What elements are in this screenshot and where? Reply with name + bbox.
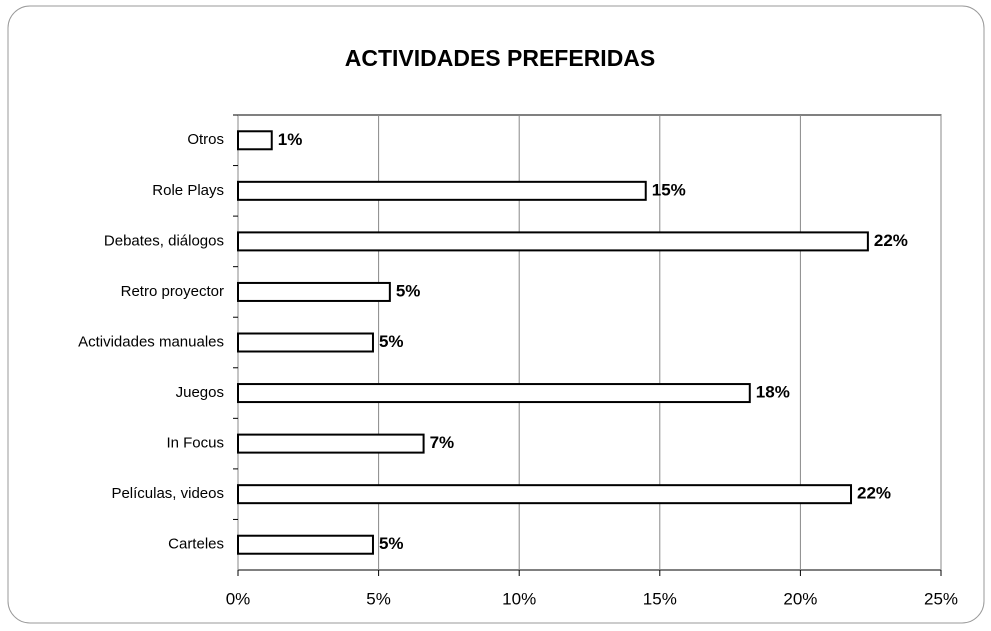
y-tick-label: Películas, videos bbox=[111, 485, 224, 502]
bar bbox=[237, 281, 391, 302]
data-label: 5% bbox=[396, 281, 421, 300]
bar bbox=[237, 332, 374, 353]
y-tick-label: Actividades manuales bbox=[78, 333, 224, 350]
data-label: 22% bbox=[874, 231, 908, 250]
data-label: 15% bbox=[652, 180, 686, 199]
bar bbox=[237, 534, 374, 555]
chart-title: ACTIVIDADES PREFERIDAS bbox=[345, 45, 656, 71]
x-tick-label: 0% bbox=[226, 589, 251, 608]
data-label: 1% bbox=[278, 130, 303, 149]
y-tick-label: Juegos bbox=[176, 384, 224, 401]
x-tick-label: 10% bbox=[502, 589, 536, 608]
bar bbox=[237, 130, 273, 151]
data-label: 22% bbox=[857, 484, 891, 503]
bar bbox=[237, 484, 853, 505]
y-tick-label: Role Plays bbox=[152, 182, 224, 199]
data-label: 18% bbox=[756, 383, 790, 402]
x-tick-label: 25% bbox=[924, 589, 958, 608]
x-tick-label: 15% bbox=[643, 589, 677, 608]
bar bbox=[237, 383, 751, 404]
y-tick-label: In Focus bbox=[166, 435, 224, 452]
y-tick-label: Retro proyector bbox=[121, 283, 224, 300]
data-label: 7% bbox=[430, 433, 455, 452]
bar bbox=[237, 180, 647, 201]
y-tick-label: Carteles bbox=[168, 536, 224, 553]
data-label: 5% bbox=[379, 534, 404, 553]
bar bbox=[237, 433, 425, 454]
data-label: 5% bbox=[379, 332, 404, 351]
y-tick-label: Debates, diálogos bbox=[104, 232, 224, 249]
y-tick-label: Otros bbox=[187, 131, 224, 148]
x-tick-label: 20% bbox=[783, 589, 817, 608]
bar bbox=[237, 231, 869, 252]
x-tick-label: 5% bbox=[366, 589, 391, 608]
